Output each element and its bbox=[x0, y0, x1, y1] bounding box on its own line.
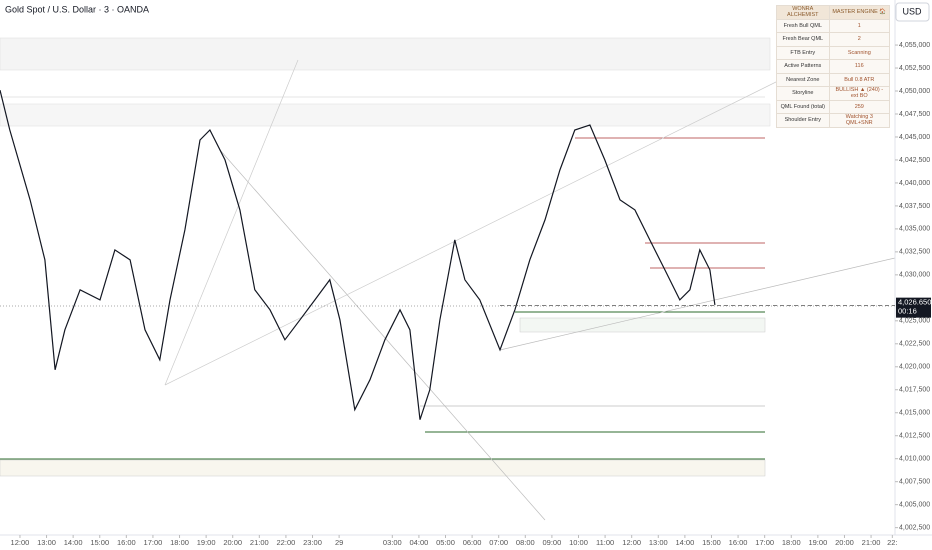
y-tick-label: 4,020,000 bbox=[899, 364, 930, 371]
y-tick-label: 4,052,500 bbox=[899, 65, 930, 72]
x-tick-label: 21:00 bbox=[862, 538, 881, 547]
panel-cell: Shoulder Entry bbox=[776, 113, 830, 128]
fvg-zone bbox=[0, 37, 771, 71]
panel-cell: QML Found (total) bbox=[776, 99, 830, 114]
y-tick-label: 4,025,000 bbox=[899, 318, 930, 325]
panel-cell: Watching 3 QML+SNR bbox=[828, 113, 891, 128]
panel-cell: WONRA ALCHEMIST bbox=[776, 5, 830, 20]
currency[interactable]: USD bbox=[902, 6, 922, 16]
zone bbox=[519, 317, 766, 333]
panel-cell: Nearest Zone bbox=[776, 72, 830, 87]
x-tick-label: 20:00 bbox=[223, 538, 242, 547]
panel-row: Fresh Bull QML 1 bbox=[776, 18, 891, 33]
panel-cell: 259 bbox=[828, 99, 891, 114]
x-tick-label: 16:00 bbox=[117, 538, 136, 547]
x-tick-label: 21:00 bbox=[250, 538, 269, 547]
y-tick-label: 4,050,000 bbox=[899, 88, 930, 95]
panel-cell: Active Patterns bbox=[776, 59, 830, 74]
panel-row: Shoulder Entry Watching 3 QML+SNR bbox=[776, 113, 891, 128]
panel-cell: FTB Entry bbox=[776, 45, 830, 60]
panel-row: FTB Entry Scanning bbox=[776, 45, 891, 60]
last-price-label: 4,026.650 bbox=[898, 298, 931, 307]
last-price-tag bbox=[896, 297, 931, 318]
panel-row: Storyline BULLISH ▲ (240) - ext BO bbox=[776, 86, 891, 101]
x-tick-label: 04:00 bbox=[410, 538, 429, 547]
zone bbox=[0, 459, 766, 477]
x-tick-label: 17:00 bbox=[144, 538, 163, 547]
trend-line bbox=[164, 79, 781, 386]
y-tick-label: 4,047,500 bbox=[899, 111, 930, 118]
x-tick-label: 11:00 bbox=[596, 538, 614, 547]
x-tick-label: 13:00 bbox=[37, 538, 56, 547]
y-tick-label: 4,012,500 bbox=[899, 433, 930, 440]
y-tick-label: 4,030,000 bbox=[899, 272, 930, 279]
x-tick-label: 14:00 bbox=[64, 538, 83, 547]
y-tick-label: 4,040,000 bbox=[899, 180, 930, 187]
panel-cell: 1 bbox=[828, 18, 891, 33]
x-tick-label: 19:00 bbox=[808, 538, 827, 547]
panel-cell: Storyline bbox=[776, 86, 830, 101]
panel-row: Active Patterns 116 bbox=[776, 59, 891, 74]
countdown: 00:16 bbox=[898, 307, 917, 316]
x-tick-label: 14:00 bbox=[675, 538, 694, 547]
panel-cell: Fresh Bear QML bbox=[776, 32, 830, 47]
x-tick-label: 05:00 bbox=[436, 538, 455, 547]
x-tick-label: 12:00 bbox=[622, 538, 641, 547]
y-tick-label: 4,037,500 bbox=[899, 203, 930, 210]
currency-button[interactable] bbox=[895, 2, 930, 22]
x-tick-label: 12:00 bbox=[11, 538, 30, 547]
x-tick-label: 22: bbox=[887, 538, 897, 547]
trend-line bbox=[164, 59, 299, 386]
x-tick-label: 19:00 bbox=[197, 538, 216, 547]
panel-cell: 116 bbox=[828, 59, 891, 74]
panel-cell: Fresh Bull QML bbox=[776, 18, 830, 33]
x-tick-label: 10:00 bbox=[569, 538, 588, 547]
y-tick-label: 4,007,500 bbox=[899, 479, 930, 486]
x-tick-label: 03:00 bbox=[383, 538, 402, 547]
x-tick-label: 22:00 bbox=[277, 538, 296, 547]
y-tick-label: 4,032,500 bbox=[899, 249, 930, 256]
x-tick-label: 18:00 bbox=[170, 538, 189, 547]
trend-line bbox=[499, 257, 896, 351]
y-tick-label: 4,022,500 bbox=[899, 341, 930, 348]
x-tick-label: 16:00 bbox=[729, 538, 748, 547]
info-panel: WONRA ALCHEMIST MASTER ENGINE 🏠 Fresh Bull… bbox=[776, 5, 891, 128]
y-tick-label: 4,005,000 bbox=[899, 502, 930, 509]
panel-cell: MASTER ENGINE 🏠 bbox=[828, 5, 891, 20]
x-tick-label: 13:00 bbox=[649, 538, 668, 547]
x-tick-label: 23:00 bbox=[303, 538, 322, 547]
trend-line bbox=[219, 149, 546, 521]
x-tick-label: 29 bbox=[335, 538, 343, 547]
x-tick-label: 15:00 bbox=[90, 538, 109, 547]
x-tick-label: 17:00 bbox=[755, 538, 774, 547]
x-tick-label: 20:00 bbox=[835, 538, 854, 547]
x-tick-label: 08:00 bbox=[516, 538, 535, 547]
panel-cell: BULLISH ▲ (240) - ext BO bbox=[828, 86, 891, 101]
x-tick-label: 06:00 bbox=[463, 538, 482, 547]
panel-cell: 2 bbox=[828, 32, 891, 47]
panel-row: WONRA ALCHEMIST MASTER ENGINE 🏠 bbox=[776, 5, 891, 20]
x-tick-label: 18:00 bbox=[782, 538, 801, 547]
y-tick-label: 4,055,000 bbox=[899, 42, 930, 49]
y-tick-label: 4,010,000 bbox=[899, 456, 930, 463]
panel-cell: Scanning bbox=[828, 45, 891, 60]
y-tick-label: 4,035,000 bbox=[899, 226, 930, 233]
y-tick-label: 4,017,500 bbox=[899, 387, 930, 394]
panel-row: Fresh Bear QML 2 bbox=[776, 32, 891, 47]
y-tick-label: 4,002,500 bbox=[899, 524, 930, 531]
chart-title: Gold Spot / U.S. Dollar · 3 · OANDA bbox=[5, 4, 149, 14]
y-tick-label: 4,042,500 bbox=[899, 157, 930, 164]
panel-row: QML Found (total) 259 bbox=[776, 99, 891, 114]
price-line bbox=[0, 89, 716, 420]
y-tick-label: 4,015,000 bbox=[899, 410, 930, 417]
x-tick-label: 09:00 bbox=[543, 538, 562, 547]
y-tick-label: 4,045,000 bbox=[899, 134, 930, 141]
panel-row: Nearest Zone Bull 0.8 ATR bbox=[776, 72, 891, 87]
panel-cell: Bull 0.8 ATR bbox=[828, 72, 891, 87]
x-tick-label: 15:00 bbox=[702, 538, 721, 547]
fvg-zone bbox=[0, 103, 771, 127]
x-tick-label: 07:00 bbox=[489, 538, 508, 547]
